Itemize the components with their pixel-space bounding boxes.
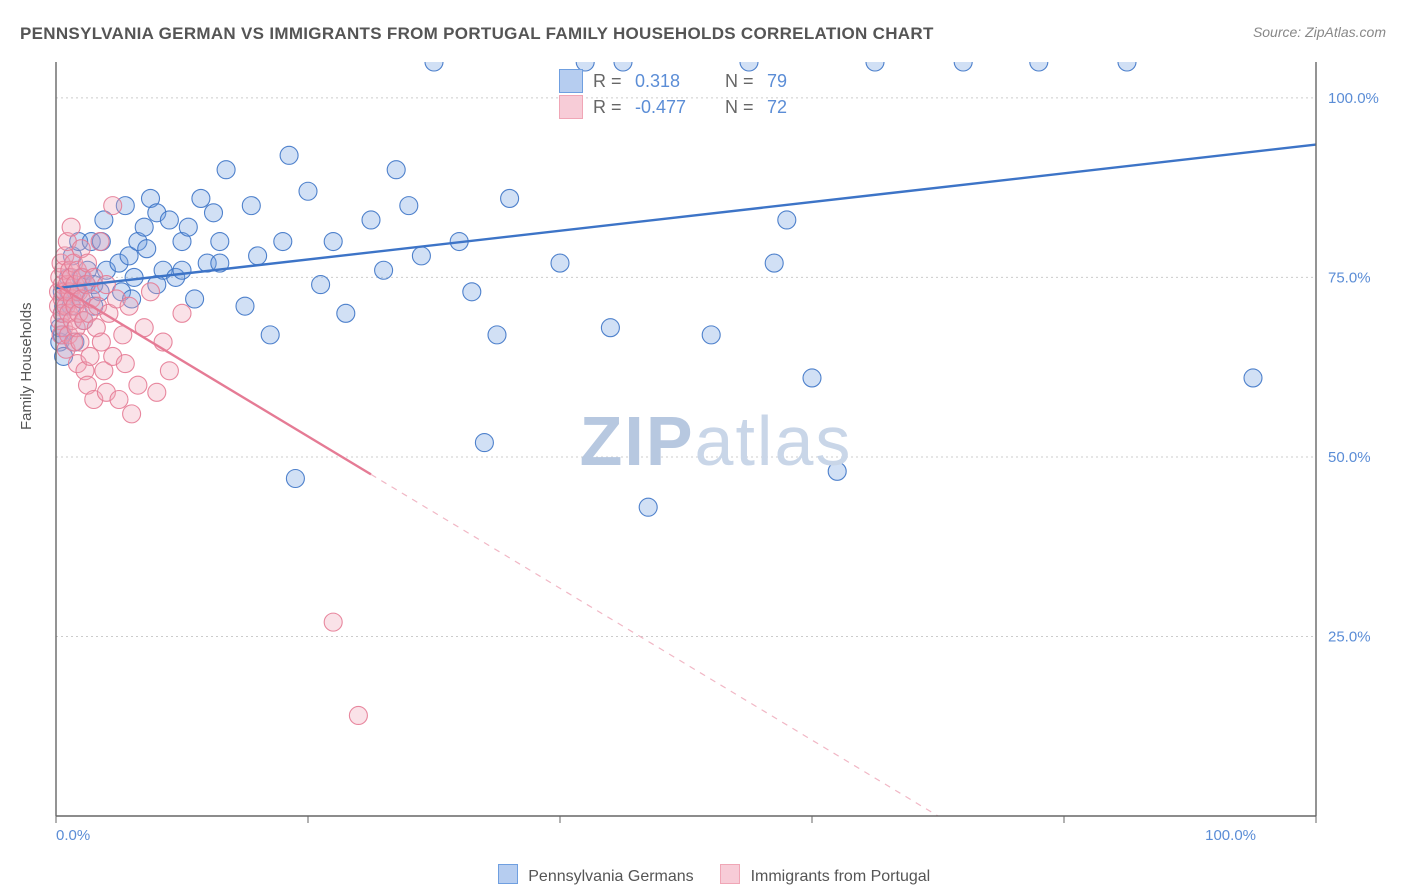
swatch-icon bbox=[559, 95, 583, 119]
svg-text:50.0%: 50.0% bbox=[1328, 449, 1371, 466]
svg-text:100.0%: 100.0% bbox=[1328, 90, 1379, 107]
correlation-row-1: R = -0.477 N = 72 bbox=[559, 94, 847, 120]
legend-label-1: Immigrants from Portugal bbox=[751, 868, 931, 885]
r-label: R = bbox=[593, 68, 625, 94]
swatch-icon bbox=[559, 69, 583, 93]
svg-text:25.0%: 25.0% bbox=[1328, 628, 1371, 645]
r-value: -0.477 bbox=[635, 94, 715, 120]
swatch-icon bbox=[498, 864, 518, 884]
y-axis-label: Family Households bbox=[18, 302, 35, 430]
n-value: 79 bbox=[767, 68, 847, 94]
svg-text:75.0%: 75.0% bbox=[1328, 269, 1371, 286]
chart-title: PENNSYLVANIA GERMAN VS IMMIGRANTS FROM P… bbox=[20, 24, 934, 43]
series-legend: Pennsylvania Germans Immigrants from Por… bbox=[0, 864, 1406, 886]
n-label: N = bbox=[725, 68, 757, 94]
n-label: N = bbox=[725, 94, 757, 120]
correlation-row-0: R = 0.318 N = 79 bbox=[559, 68, 847, 94]
svg-text:0.0%: 0.0% bbox=[56, 827, 90, 844]
source-attribution: Source: ZipAtlas.com bbox=[1253, 24, 1386, 40]
plot-area: 25.0%50.0%75.0%100.0%0.0%100.0% ZIPatlas bbox=[46, 62, 1386, 852]
n-value: 72 bbox=[767, 94, 847, 120]
correlation-legend: R = 0.318 N = 79 R = -0.477 N = 72 bbox=[559, 68, 847, 120]
svg-text:100.0%: 100.0% bbox=[1205, 827, 1256, 844]
source-link[interactable]: ZipAtlas.com bbox=[1305, 24, 1386, 40]
r-label: R = bbox=[593, 94, 625, 120]
source-label: Source: bbox=[1253, 24, 1305, 40]
legend-label-0: Pennsylvania Germans bbox=[528, 868, 693, 885]
chart-header: PENNSYLVANIA GERMAN VS IMMIGRANTS FROM P… bbox=[20, 24, 1386, 54]
scatter-chart-svg: 25.0% 50.0% 75.0% 100.0% 0.0% 100.0% bbox=[46, 62, 1386, 852]
swatch-icon bbox=[720, 864, 740, 884]
r-value: 0.318 bbox=[635, 68, 715, 94]
